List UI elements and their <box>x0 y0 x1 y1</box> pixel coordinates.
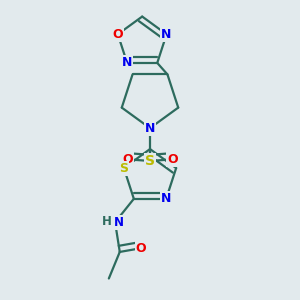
Text: O: O <box>122 153 133 166</box>
Text: N: N <box>114 216 124 229</box>
Text: O: O <box>167 153 178 166</box>
Text: H: H <box>102 215 112 228</box>
Text: S: S <box>145 154 155 168</box>
Text: S: S <box>119 162 128 175</box>
Text: O: O <box>136 242 146 255</box>
Text: O: O <box>112 28 123 41</box>
Text: N: N <box>122 56 132 69</box>
Text: N: N <box>161 192 171 205</box>
Text: N: N <box>161 28 172 41</box>
Text: N: N <box>145 122 155 135</box>
